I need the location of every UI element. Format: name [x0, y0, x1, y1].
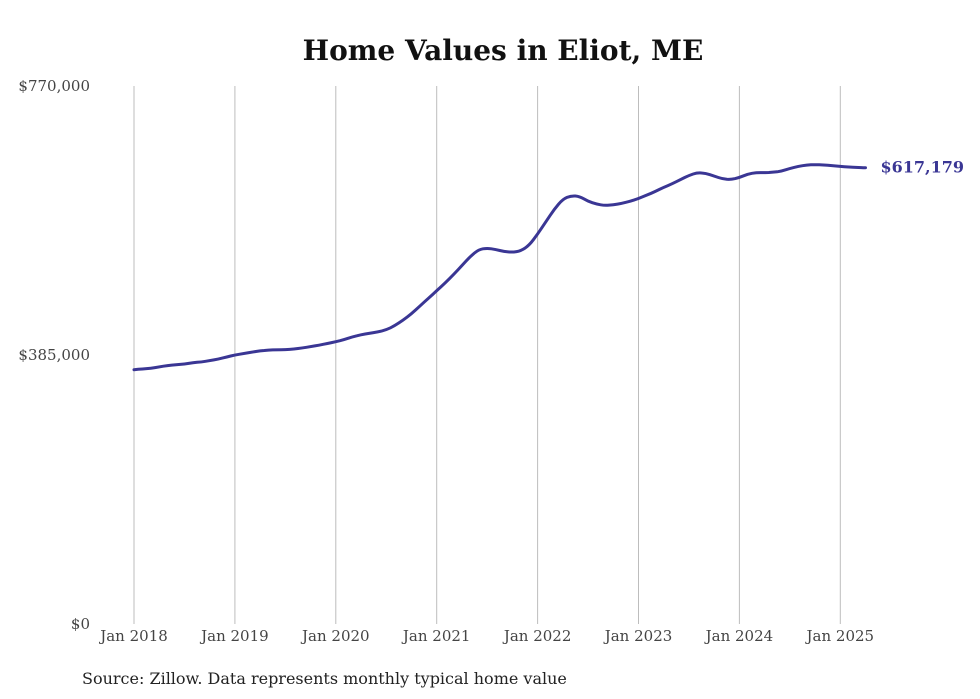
x-tick-label: Jan 2022 [502, 627, 572, 645]
x-tick-label: Jan 2018 [98, 627, 168, 645]
x-tick-label: Jan 2019 [199, 627, 269, 645]
y-tick-label: $770,000 [18, 77, 90, 95]
x-tick-label: Jan 2023 [603, 627, 673, 645]
source-note: Source: Zillow. Data represents monthly … [82, 669, 567, 688]
end-value-label: $617,179 [881, 158, 965, 177]
series-layer: $617,179 [132, 158, 965, 372]
y-tick-label: $0 [71, 615, 90, 633]
x-tick-label: Jan 2025 [805, 627, 875, 645]
x-tick-label: Jan 2021 [401, 627, 471, 645]
series-line [132, 163, 867, 372]
chart-title: Home Values in Eliot, ME [303, 34, 704, 67]
y-axis-ticks: $0 $385,000 $770,000 [18, 77, 90, 633]
gridlines [133, 86, 841, 624]
x-axis-ticks: Jan 2018 Jan 2019 Jan 2020 Jan 2021 Jan 2022… [98, 627, 874, 645]
x-tick-label: Jan 2024 [704, 627, 774, 645]
y-tick-label: $385,000 [18, 346, 90, 364]
x-tick-label: Jan 2020 [300, 627, 370, 645]
